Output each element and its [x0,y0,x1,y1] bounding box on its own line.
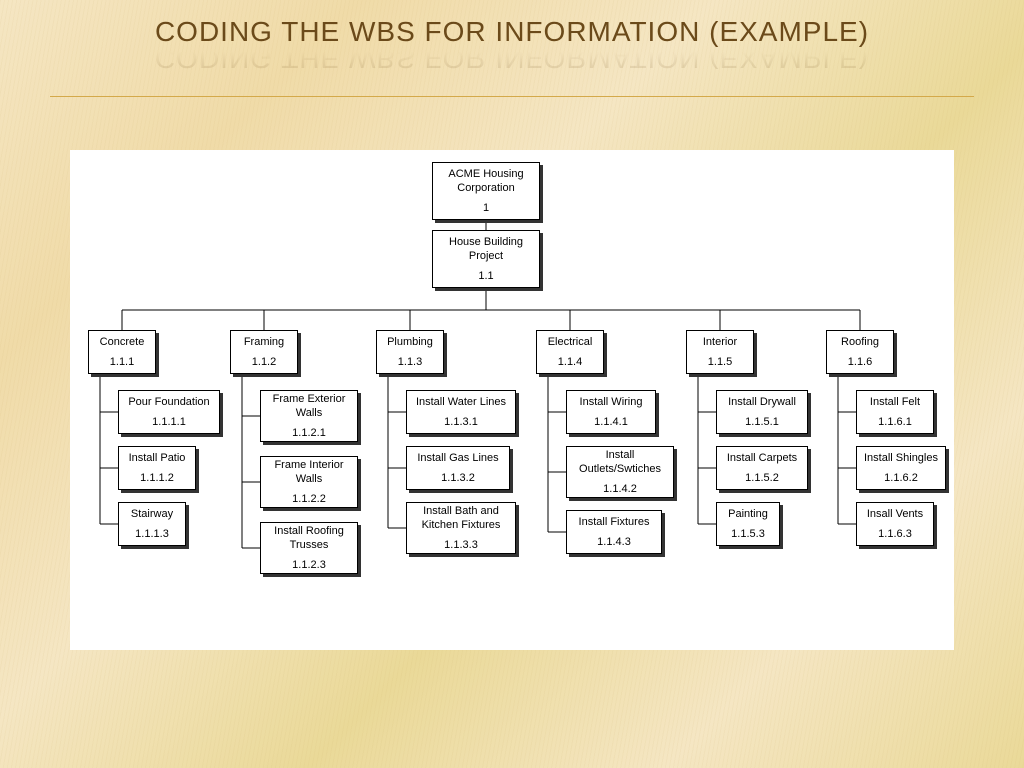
wbs-node-label: Install Patio [123,451,191,465]
wbs-node-label: Concrete [93,335,151,349]
wbs-node: Install Gas Lines 1.1.3.2 [406,446,510,490]
wbs-node: Install Water Lines 1.1.3.1 [406,390,516,434]
wbs-node-label: Install Felt [861,395,929,409]
slide-title-wrap: CODING THE WBS FOR INFORMATION (EXAMPLE)… [0,16,1024,74]
wbs-node: Interior 1.1.5 [686,330,754,374]
wbs-node: Install Patio 1.1.1.2 [118,446,196,490]
wbs-node-label: Stairway [123,507,181,521]
wbs-node-code: 1.1.3.3 [411,538,511,552]
wbs-node: Roofing 1.1.6 [826,330,894,374]
wbs-node-code: 1.1.1.1 [123,415,215,429]
wbs-node: Install Felt 1.1.6.1 [856,390,934,434]
wbs-node: Install Wiring 1.1.4.1 [566,390,656,434]
wbs-node-code: 1.1.5.2 [721,471,803,485]
wbs-node: Install Outlets/Swtiches 1.1.4.2 [566,446,674,498]
wbs-node: Painting 1.1.5.3 [716,502,780,546]
wbs-node: Install Drywall 1.1.5.1 [716,390,808,434]
wbs-node-code: 1.1.6.2 [861,471,941,485]
wbs-node-code: 1.1.6 [831,355,889,369]
wbs-node-code: 1.1.2.1 [265,426,353,440]
slide-title-reflection: CODING THE WBS FOR INFORMATION (EXAMPLE) [0,42,1024,74]
wbs-node: Insall Vents 1.1.6.3 [856,502,934,546]
wbs-node-label: ACME Housing Corporation [437,167,535,196]
wbs-node-label: Install Roofing Trusses [265,524,353,553]
wbs-node-label: Pour Foundation [123,395,215,409]
wbs-node-label: Install Bath and Kitchen Fixtures [411,504,511,533]
wbs-node-label: Painting [721,507,775,521]
wbs-node-label: Frame Interior Walls [265,458,353,487]
wbs-node-code: 1.1.3 [381,355,439,369]
wbs-node-label: Install Gas Lines [411,451,505,465]
wbs-node-code: 1.1 [437,269,535,283]
wbs-node-label: Insall Vents [861,507,929,521]
wbs-node-label: Install Water Lines [411,395,511,409]
wbs-node-label: Interior [691,335,749,349]
wbs-node-code: 1.1.3.1 [411,415,511,429]
slide-divider [50,96,974,97]
wbs-node-label: Frame Exterior Walls [265,392,353,421]
wbs-node-code: 1 [437,201,535,215]
wbs-node-label: House Building Project [437,235,535,264]
wbs-node-label: Install Fixtures [571,515,657,529]
wbs-node-label: Install Wiring [571,395,651,409]
wbs-node: House Building Project 1.1 [432,230,540,288]
wbs-node-label: Install Carpets [721,451,803,465]
wbs-node: Framing 1.1.2 [230,330,298,374]
wbs-node: Electrical 1.1.4 [536,330,604,374]
wbs-node-label: Install Drywall [721,395,803,409]
wbs-node-code: 1.1.4.3 [571,535,657,549]
wbs-node-code: 1.1.1.2 [123,471,191,485]
wbs-node: Install Bath and Kitchen Fixtures 1.1.3.3 [406,502,516,554]
wbs-node-code: 1.1.4 [541,355,599,369]
wbs-node-code: 1.1.4.2 [571,482,669,496]
wbs-node-label: Install Outlets/Swtiches [571,448,669,477]
wbs-node: Frame Exterior Walls 1.1.2.1 [260,390,358,442]
wbs-node: ACME Housing Corporation 1 [432,162,540,220]
wbs-node-code: 1.1.6.3 [861,527,929,541]
wbs-node: Concrete 1.1.1 [88,330,156,374]
wbs-node-label: Plumbing [381,335,439,349]
wbs-node-code: 1.1.2.2 [265,492,353,506]
wbs-node-code: 1.1.5 [691,355,749,369]
wbs-node: Install Carpets 1.1.5.2 [716,446,808,490]
wbs-node: Pour Foundation 1.1.1.1 [118,390,220,434]
wbs-node-code: 1.1.2 [235,355,293,369]
wbs-node-code: 1.1.5.1 [721,415,803,429]
wbs-node-label: Install Shingles [861,451,941,465]
wbs-chart: ACME Housing Corporation 1 House Building … [70,150,954,650]
wbs-node-code: 1.1.1 [93,355,151,369]
wbs-node-label: Roofing [831,335,889,349]
wbs-node-code: 1.1.1.3 [123,527,181,541]
wbs-node: Stairway 1.1.1.3 [118,502,186,546]
wbs-node-code: 1.1.5.3 [721,527,775,541]
wbs-node-code: 1.1.3.2 [411,471,505,485]
wbs-node: Install Shingles 1.1.6.2 [856,446,946,490]
wbs-node-code: 1.1.2.3 [265,558,353,572]
wbs-node-label: Electrical [541,335,599,349]
wbs-node: Install Fixtures 1.1.4.3 [566,510,662,554]
wbs-node: Frame Interior Walls 1.1.2.2 [260,456,358,508]
wbs-node: Install Roofing Trusses 1.1.2.3 [260,522,358,574]
wbs-node-code: 1.1.6.1 [861,415,929,429]
wbs-node-code: 1.1.4.1 [571,415,651,429]
wbs-node-label: Framing [235,335,293,349]
wbs-node: Plumbing 1.1.3 [376,330,444,374]
